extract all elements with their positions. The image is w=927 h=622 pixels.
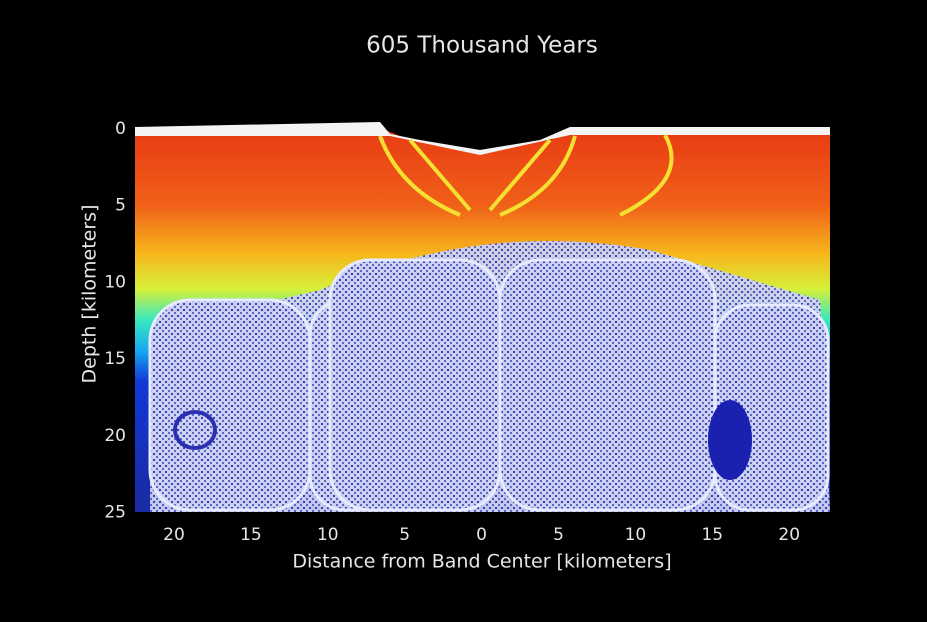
- x-axis-label: Distance from Band Center [kilometers]: [292, 551, 671, 573]
- x-tick-label: 15: [701, 525, 723, 545]
- y-tick-label: 20: [104, 426, 126, 446]
- y-tick-label: 15: [104, 349, 126, 369]
- x-tick-label: 5: [553, 525, 564, 545]
- x-tick-label: 5: [399, 525, 410, 545]
- y-tick-label: 0: [115, 119, 126, 139]
- simulation-field: [135, 122, 830, 512]
- x-tick-label: 20: [778, 525, 800, 545]
- y-tick-label: 5: [115, 196, 126, 216]
- y-tick-label: 10: [104, 272, 126, 292]
- y-axis-label: Depth [kilometers]: [79, 205, 101, 384]
- x-tick-label: 20: [163, 525, 185, 545]
- x-tick-label: 15: [240, 525, 262, 545]
- y-tick-label: 25: [104, 503, 126, 523]
- x-tick-label: 0: [476, 525, 487, 545]
- x-tick-label: 10: [625, 525, 647, 545]
- x-tick-label: 10: [317, 525, 339, 545]
- title: 605 Thousand Years: [366, 33, 598, 59]
